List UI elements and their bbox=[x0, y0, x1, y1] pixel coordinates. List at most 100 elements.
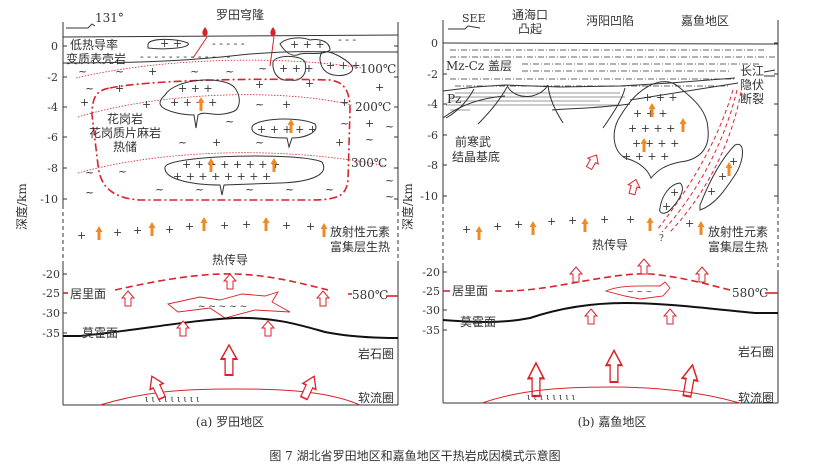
hot-spring-icon bbox=[202, 27, 208, 37]
svg-text:+: + bbox=[335, 136, 344, 149]
isotherm-300 bbox=[77, 152, 387, 174]
svg-text:~: ~ bbox=[255, 98, 264, 111]
radiogenic-label: 富集层生热 bbox=[708, 239, 768, 254]
pz-label: Pz bbox=[447, 92, 461, 106]
svg-text:+: + bbox=[142, 98, 151, 111]
svg-text:~: ~ bbox=[78, 65, 87, 78]
svg-text:~: ~ bbox=[118, 165, 127, 178]
svg-text:+: + bbox=[568, 214, 577, 227]
pz-base bbox=[442, 82, 739, 119]
svg-text:~ ~ ~ ~ ~: ~ ~ ~ ~ ~ bbox=[198, 302, 247, 312]
svg-text:~: ~ bbox=[115, 65, 124, 78]
svg-text:+ + +: + + + bbox=[290, 38, 325, 51]
normal-fault bbox=[445, 85, 626, 129]
partial-melt-zone bbox=[166, 291, 291, 319]
heat-arrow-icon bbox=[475, 226, 483, 240]
svg-text:+: + bbox=[662, 200, 671, 213]
svg-text:+ +: + + bbox=[160, 37, 182, 50]
svg-text:~: ~ bbox=[340, 117, 349, 130]
svg-text:~: ~ bbox=[258, 62, 267, 75]
pz-strata-lines bbox=[446, 92, 625, 111]
svg-text:+ + +: + + + bbox=[178, 82, 213, 95]
svg-text:+: + bbox=[306, 220, 315, 233]
panel-a: 0 -2 -4 -6 -8 -10 -20 -25 -30 -35 深度/km … bbox=[14, 7, 399, 429]
granite-body bbox=[164, 155, 325, 196]
svg-text:+: + bbox=[718, 170, 727, 183]
tick-label: -35 bbox=[422, 324, 440, 337]
granite-body bbox=[319, 51, 354, 77]
heat-flow-arrow-icon bbox=[663, 308, 677, 325]
svg-text:~: ~ bbox=[255, 136, 264, 149]
granite-body bbox=[159, 79, 240, 129]
gneiss-symbols: ~ ~ + ~ ~ ~ ~ + + + + + + ~ + + ~ ~ + ~ ~ + ~ + ~ ~ ~~ ~ ~ ~ ~ ~ ~… bbox=[78, 62, 394, 203]
uplift-label: 凸起 bbox=[518, 22, 542, 36]
tick-label: -35 bbox=[42, 327, 60, 340]
svg-text:+ + +: + + + bbox=[326, 59, 361, 72]
svg-text:~: ~ bbox=[155, 183, 164, 196]
heat-flow-arrow-icon bbox=[296, 372, 322, 402]
reservoir-label: 热储 bbox=[113, 139, 137, 154]
heat-flow-arrow-icon bbox=[637, 258, 651, 275]
heat-flow-arrow-icon bbox=[121, 290, 135, 307]
orientation-label: SEE bbox=[462, 12, 486, 25]
granite-body bbox=[613, 81, 709, 179]
svg-text:+: + bbox=[600, 213, 609, 226]
heat-flow-arrow-icon bbox=[569, 266, 583, 283]
svg-text:+ + +: + + + bbox=[279, 62, 314, 75]
lithosphere-label: 岩石圈 bbox=[738, 344, 774, 359]
svg-text:+ + + +: + + + + bbox=[628, 122, 675, 135]
svg-text:~: ~ bbox=[178, 136, 187, 149]
svg-text:+: + bbox=[626, 213, 635, 226]
granite-body bbox=[699, 143, 743, 211]
svg-text:+: + bbox=[77, 229, 86, 242]
panel-title: 罗田穹隆 bbox=[216, 7, 264, 22]
curie-surface bbox=[114, 273, 329, 291]
svg-text:+: + bbox=[113, 226, 122, 239]
hot-dry-rock-reservoir-outline bbox=[91, 78, 351, 201]
svg-text:+: + bbox=[462, 223, 471, 236]
curie-label: 居里面 bbox=[452, 284, 488, 298]
heat-arrow-icon bbox=[529, 221, 537, 235]
fault-label: 长江 bbox=[740, 64, 764, 78]
low-conductivity-label: 变质表壳岩 bbox=[66, 51, 126, 66]
conduction-label: 热传导 bbox=[592, 237, 628, 252]
asthenosphere-top bbox=[99, 388, 361, 406]
cover-base-line bbox=[62, 51, 398, 64]
svg-text:ι ι ι ι ι ι ι ι: ι ι ι ι ι ι ι ι ι bbox=[145, 395, 200, 405]
svg-text:+: + bbox=[212, 136, 221, 149]
tick-label: -30 bbox=[422, 304, 440, 317]
tick-label: -25 bbox=[42, 287, 60, 300]
cover-label: Mz-Cz 盖层 bbox=[446, 59, 512, 73]
moho-surface bbox=[63, 316, 399, 339]
svg-text:+: + bbox=[340, 96, 349, 109]
tick-label: -2 bbox=[427, 68, 438, 81]
svg-text:~: ~ bbox=[225, 65, 234, 78]
isotherm-label: 100℃ bbox=[360, 62, 396, 76]
partial-melt-zone bbox=[604, 281, 671, 300]
svg-text:+: + bbox=[514, 218, 523, 231]
svg-text:~: ~ bbox=[85, 186, 94, 199]
heat-flow-arrow-icon bbox=[223, 273, 237, 290]
tick-label: -2 bbox=[47, 71, 58, 84]
heat-arrow-icon bbox=[262, 217, 270, 231]
heat-flow-arrow-icon bbox=[695, 266, 709, 283]
svg-text:+: + bbox=[707, 185, 716, 198]
svg-text:+: + bbox=[685, 217, 694, 230]
basement-label: 结晶基底 bbox=[452, 149, 500, 164]
reservoir-label: 花岗岩 bbox=[107, 111, 143, 126]
radiogenic-label: 放射性元素 bbox=[330, 224, 390, 239]
heat-arrow-icon bbox=[148, 222, 156, 236]
svg-text:+: + bbox=[282, 98, 291, 111]
svg-text:~: ~ bbox=[325, 183, 334, 196]
uplift-label: 通海口 bbox=[512, 7, 548, 22]
svg-text:+: + bbox=[185, 220, 194, 233]
heat-arrow-icon bbox=[697, 221, 705, 235]
granite-body bbox=[659, 182, 683, 214]
metamorphic-symbols: - - - - -- - - - - - - - - - - - - - - - bbox=[140, 33, 356, 63]
heat-flow-arrow-icon bbox=[261, 320, 275, 337]
tick-label: -30 bbox=[42, 307, 60, 320]
surface-line bbox=[62, 34, 399, 38]
heat-arrow-icon bbox=[95, 226, 103, 240]
svg-text:+: + bbox=[148, 65, 157, 78]
